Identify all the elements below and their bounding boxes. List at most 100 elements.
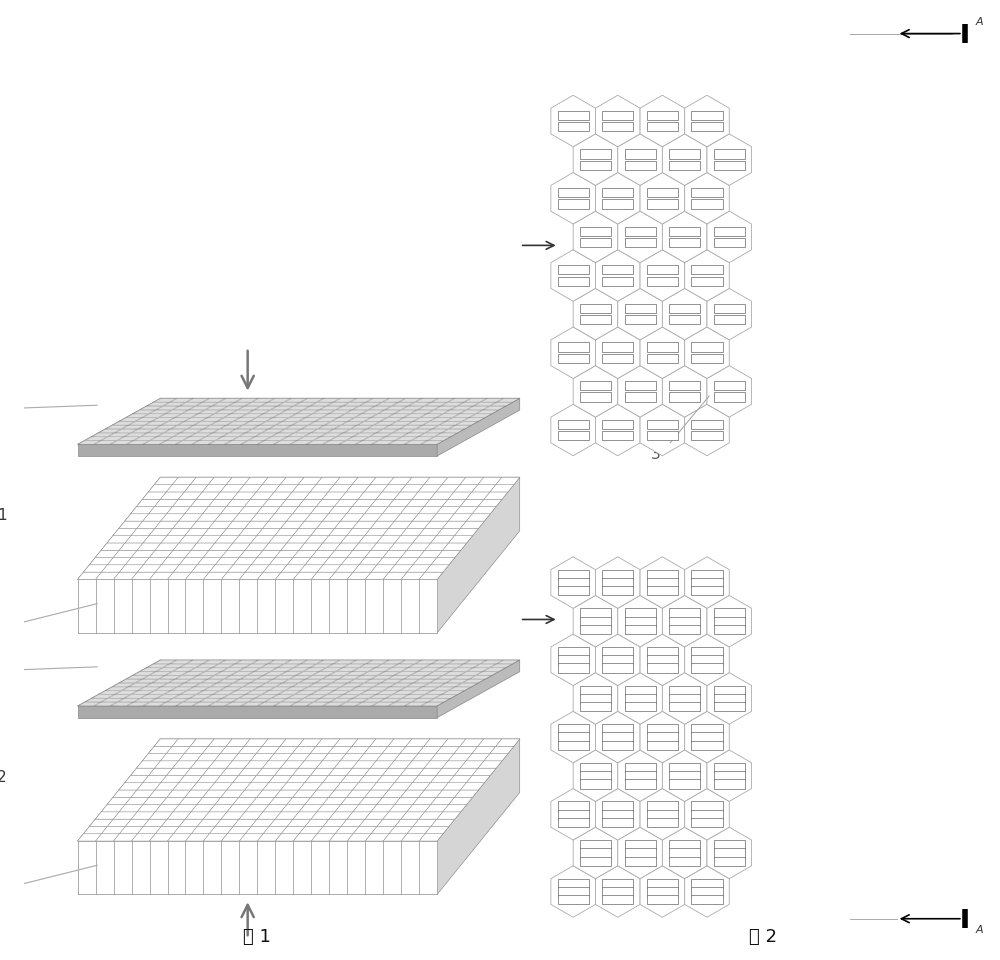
Bar bbox=[580, 625, 611, 634]
Polygon shape bbox=[169, 680, 190, 683]
Polygon shape bbox=[221, 528, 245, 536]
Bar bbox=[669, 160, 700, 170]
Polygon shape bbox=[416, 660, 437, 663]
Polygon shape bbox=[377, 797, 401, 804]
Polygon shape bbox=[248, 672, 269, 675]
Polygon shape bbox=[275, 841, 293, 895]
Polygon shape bbox=[431, 418, 451, 421]
Polygon shape bbox=[226, 739, 250, 746]
Polygon shape bbox=[383, 550, 407, 558]
Polygon shape bbox=[274, 676, 295, 679]
Polygon shape bbox=[707, 828, 752, 878]
Bar bbox=[669, 702, 700, 711]
Polygon shape bbox=[401, 812, 425, 819]
Polygon shape bbox=[299, 782, 323, 790]
Bar bbox=[647, 276, 678, 286]
Polygon shape bbox=[197, 429, 218, 433]
Polygon shape bbox=[618, 828, 662, 878]
Polygon shape bbox=[244, 421, 265, 425]
Polygon shape bbox=[96, 580, 114, 633]
Polygon shape bbox=[232, 492, 256, 499]
Polygon shape bbox=[460, 521, 484, 528]
Polygon shape bbox=[142, 433, 162, 437]
Polygon shape bbox=[551, 866, 595, 917]
Polygon shape bbox=[213, 402, 234, 406]
Polygon shape bbox=[442, 521, 466, 528]
Polygon shape bbox=[359, 536, 383, 543]
Polygon shape bbox=[150, 572, 173, 580]
Bar bbox=[580, 849, 611, 857]
Polygon shape bbox=[192, 414, 213, 418]
Polygon shape bbox=[364, 507, 388, 514]
Polygon shape bbox=[327, 664, 348, 667]
Polygon shape bbox=[311, 572, 335, 580]
Polygon shape bbox=[204, 398, 224, 402]
Polygon shape bbox=[239, 841, 257, 895]
Polygon shape bbox=[419, 790, 442, 797]
Polygon shape bbox=[318, 398, 339, 402]
Polygon shape bbox=[239, 550, 263, 558]
Polygon shape bbox=[419, 433, 440, 437]
Polygon shape bbox=[458, 664, 479, 667]
Polygon shape bbox=[305, 797, 329, 804]
Polygon shape bbox=[442, 664, 463, 667]
Polygon shape bbox=[329, 550, 353, 558]
Bar bbox=[714, 685, 745, 695]
Polygon shape bbox=[443, 691, 464, 694]
Polygon shape bbox=[155, 425, 176, 429]
Polygon shape bbox=[370, 433, 391, 437]
Polygon shape bbox=[113, 550, 137, 558]
Polygon shape bbox=[229, 664, 250, 667]
Polygon shape bbox=[344, 664, 365, 667]
Polygon shape bbox=[293, 507, 316, 514]
Polygon shape bbox=[209, 543, 233, 550]
Polygon shape bbox=[89, 558, 113, 564]
Polygon shape bbox=[406, 761, 430, 768]
Polygon shape bbox=[328, 429, 349, 433]
Polygon shape bbox=[551, 404, 595, 456]
Polygon shape bbox=[573, 595, 618, 647]
Polygon shape bbox=[191, 695, 212, 698]
Polygon shape bbox=[401, 550, 425, 558]
Bar bbox=[602, 431, 633, 441]
Polygon shape bbox=[685, 634, 729, 685]
Polygon shape bbox=[256, 433, 277, 437]
Polygon shape bbox=[460, 477, 484, 485]
Polygon shape bbox=[281, 521, 305, 528]
Bar bbox=[669, 625, 700, 634]
Bar bbox=[691, 265, 723, 275]
Polygon shape bbox=[431, 536, 455, 543]
Polygon shape bbox=[364, 768, 388, 776]
Polygon shape bbox=[197, 691, 218, 694]
Polygon shape bbox=[448, 754, 472, 761]
Polygon shape bbox=[433, 687, 454, 690]
Bar bbox=[647, 200, 678, 208]
Polygon shape bbox=[93, 433, 113, 437]
Polygon shape bbox=[339, 676, 360, 679]
Polygon shape bbox=[425, 521, 448, 528]
Bar bbox=[602, 663, 633, 673]
Polygon shape bbox=[365, 833, 389, 841]
Polygon shape bbox=[328, 691, 349, 694]
Polygon shape bbox=[595, 788, 640, 840]
Polygon shape bbox=[470, 676, 491, 679]
Polygon shape bbox=[370, 406, 390, 410]
Polygon shape bbox=[296, 429, 316, 433]
Polygon shape bbox=[328, 485, 352, 492]
Bar bbox=[691, 655, 723, 664]
Polygon shape bbox=[269, 558, 293, 564]
Bar bbox=[647, 887, 678, 896]
Polygon shape bbox=[222, 406, 243, 410]
Text: A: A bbox=[976, 925, 983, 935]
Polygon shape bbox=[370, 499, 394, 507]
Polygon shape bbox=[382, 485, 406, 492]
Bar bbox=[580, 160, 611, 170]
Polygon shape bbox=[209, 804, 233, 812]
Polygon shape bbox=[125, 819, 149, 827]
Polygon shape bbox=[474, 664, 495, 667]
Polygon shape bbox=[662, 133, 707, 185]
Polygon shape bbox=[137, 499, 160, 507]
Polygon shape bbox=[173, 499, 196, 507]
Polygon shape bbox=[248, 410, 269, 414]
Bar bbox=[691, 587, 723, 595]
